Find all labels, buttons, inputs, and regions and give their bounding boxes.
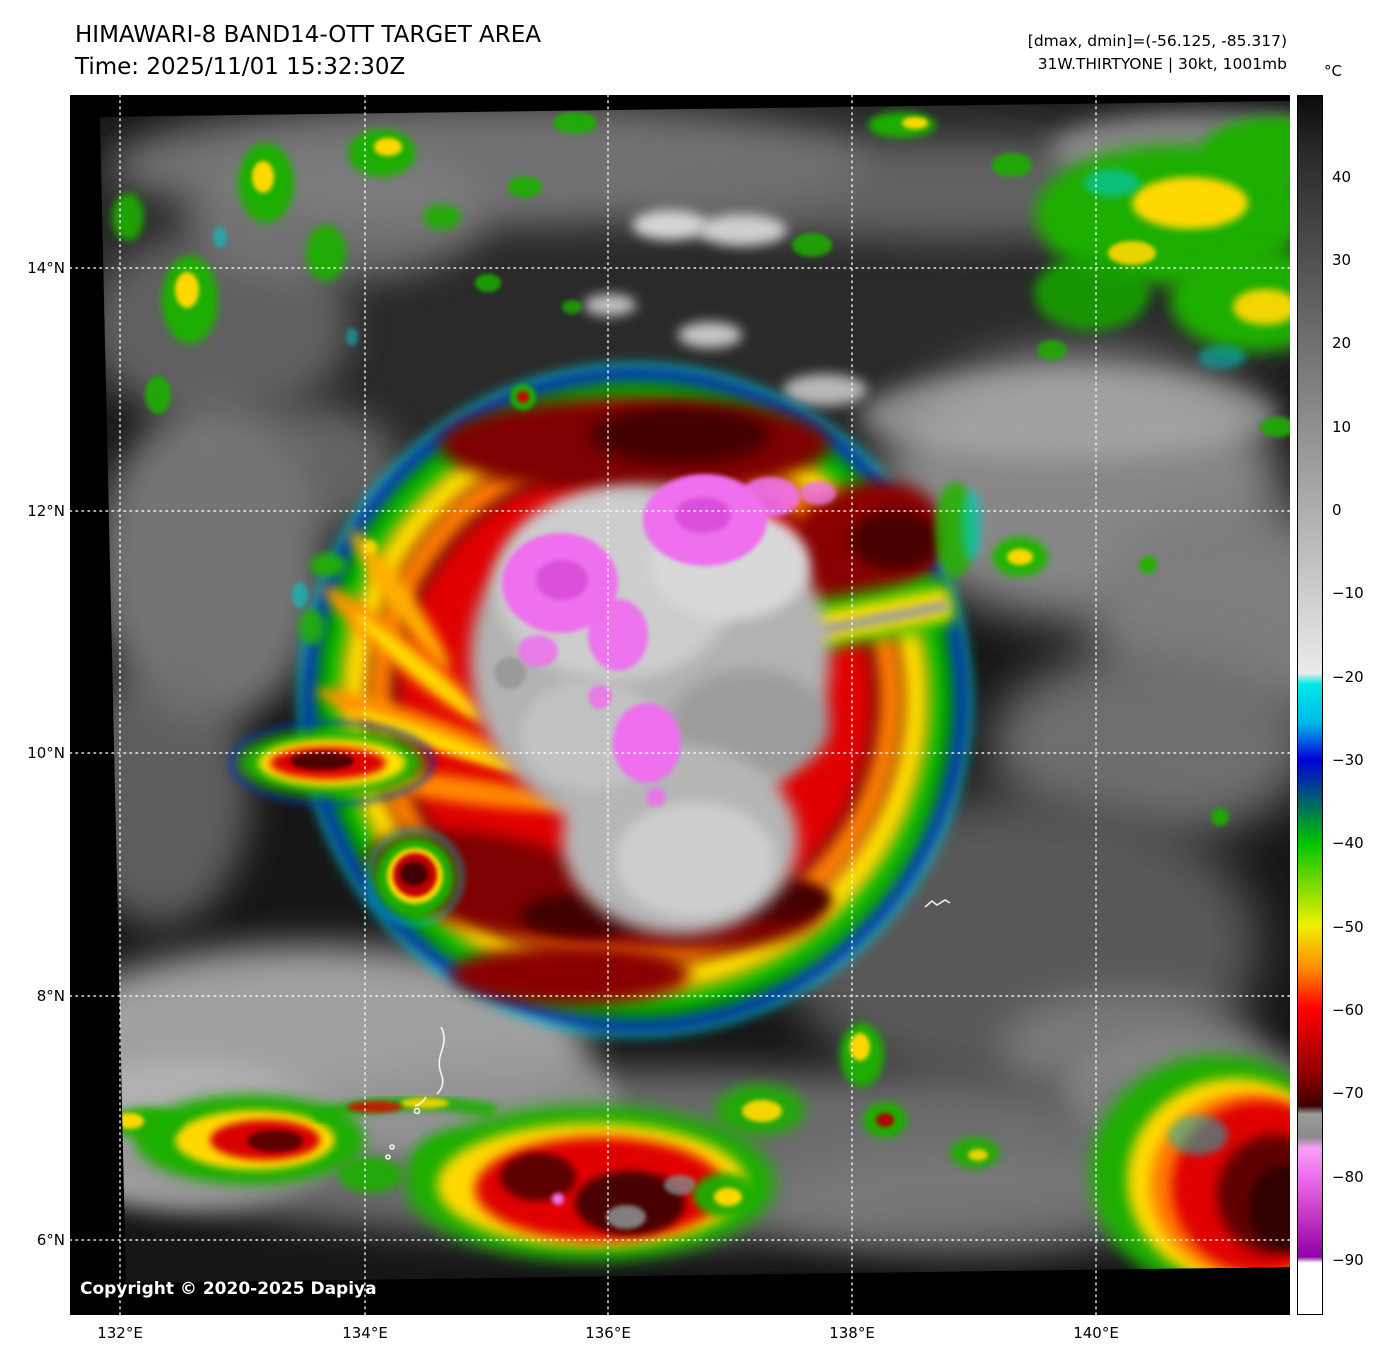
- colorbar-tick-m70: −70: [1332, 1084, 1364, 1102]
- colorbar-tick-40: 40: [1332, 168, 1352, 186]
- southern-convection-band: [110, 1023, 1000, 1261]
- dmax-dmin-readout: [dmax, dmin]=(-56.125, -85.317): [1027, 32, 1287, 50]
- colorbar-tick-m60: −60: [1332, 1001, 1364, 1019]
- colorbar-tick-m40: −40: [1332, 834, 1364, 852]
- colorbar-tick-10: 10: [1332, 418, 1352, 436]
- header-info-block: [dmax, dmin]=(-56.125, -85.317) 31W.THIR…: [1028, 30, 1287, 77]
- northeast-convection: [792, 112, 1290, 826]
- coastline-palau: [385, 899, 951, 1160]
- lat-label-10n: 10°N: [27, 744, 65, 762]
- colorbar-tick-m50: −50: [1332, 918, 1364, 936]
- southeast-corner-convection: [1090, 1055, 1290, 1283]
- timestamp: Time: 2025/11/01 15:32:30Z: [75, 54, 406, 80]
- satellite-imagery: [70, 95, 1290, 1315]
- temperature-colorbar: [1297, 95, 1323, 1315]
- lon-label-138e: 138°E: [829, 1324, 875, 1342]
- lat-label-14n: 14°N: [27, 259, 65, 277]
- storm-info: 31W.THIRTYONE | 30kt, 1001mb: [1037, 55, 1287, 74]
- colorbar-tick-m20: −20: [1332, 668, 1364, 686]
- page-title: HIMAWARI-8 BAND14-OTT TARGET AREA: [75, 22, 542, 48]
- satellite-map: Copyright © 2020-2025 Dapiya: [70, 95, 1290, 1315]
- colorbar-unit: °C: [1324, 62, 1342, 80]
- colorbar-tick-m90: −90: [1332, 1251, 1364, 1269]
- lat-label-6n: 6°N: [36, 1231, 65, 1249]
- graticule-gridlines: [70, 95, 1290, 1315]
- colorbar-tick-30: 30: [1332, 251, 1352, 269]
- lat-label-12n: 12°N: [27, 502, 65, 520]
- colorbar-tick-20: 20: [1332, 334, 1352, 352]
- colorbar-tick-0: 0: [1332, 501, 1342, 519]
- copyright-notice: Copyright © 2020-2025 Dapiya: [80, 1279, 377, 1299]
- colorbar-tick-m80: −80: [1332, 1168, 1364, 1186]
- imagery-swath: [100, 101, 1290, 1283]
- lon-label-136e: 136°E: [585, 1324, 631, 1342]
- lon-label-132e: 132°E: [97, 1324, 143, 1342]
- colorbar-tick-m10: −10: [1332, 584, 1364, 602]
- lat-label-8n: 8°N: [36, 987, 65, 1005]
- colorbar-tick-m30: −30: [1332, 751, 1364, 769]
- storm-system: [229, 363, 1157, 1037]
- lon-label-140e: 140°E: [1073, 1324, 1119, 1342]
- northwest-convection: [112, 112, 597, 414]
- lon-label-134e: 134°E: [342, 1324, 388, 1342]
